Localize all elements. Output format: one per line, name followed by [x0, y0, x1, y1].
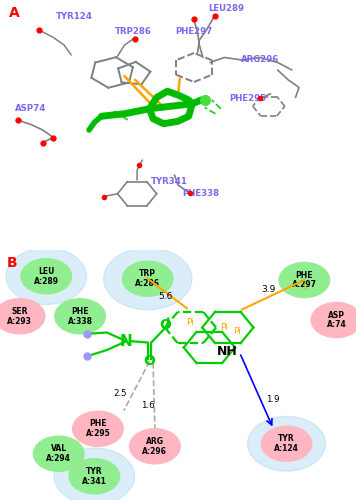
Text: TYR
A:341: TYR A:341: [82, 467, 107, 485]
Text: VAL
A:294: VAL A:294: [46, 444, 71, 463]
Circle shape: [33, 436, 85, 472]
Text: PHE
A:297: PHE A:297: [292, 270, 317, 289]
Text: 1.9: 1.9: [266, 396, 279, 404]
Text: SER
A:293: SER A:293: [7, 307, 32, 326]
Text: Pi: Pi: [187, 318, 194, 327]
Text: PHE
A:295: PHE A:295: [85, 420, 110, 438]
Text: B: B: [7, 256, 18, 270]
Text: TYR124: TYR124: [56, 12, 93, 20]
Text: PHE338: PHE338: [183, 189, 220, 198]
Text: NH: NH: [217, 345, 237, 358]
Text: LEU
A:289: LEU A:289: [34, 267, 59, 285]
Text: TYR341: TYR341: [151, 177, 188, 186]
Text: ARG
A:296: ARG A:296: [142, 437, 167, 456]
Text: O: O: [143, 354, 156, 368]
Text: PHE297: PHE297: [176, 26, 213, 36]
Text: s: s: [303, 282, 307, 291]
Circle shape: [54, 448, 135, 500]
Text: Pi: Pi: [233, 327, 241, 336]
Text: 3.9: 3.9: [262, 286, 276, 294]
Circle shape: [6, 248, 87, 304]
Circle shape: [248, 416, 325, 471]
Text: PHE
A:338: PHE A:338: [68, 307, 93, 326]
Text: PHE295: PHE295: [229, 94, 266, 104]
Text: TRP
A:286: TRP A:286: [135, 270, 160, 288]
Text: TRP286: TRP286: [115, 26, 152, 36]
Circle shape: [104, 248, 192, 310]
Text: ASP
A:74: ASP A:74: [326, 310, 346, 330]
Circle shape: [129, 428, 181, 465]
Text: Pi: Pi: [220, 323, 228, 332]
Circle shape: [68, 458, 120, 494]
Circle shape: [20, 258, 72, 294]
Text: 1.6: 1.6: [141, 400, 155, 409]
Circle shape: [261, 426, 313, 462]
Text: LEU289: LEU289: [208, 4, 244, 13]
Circle shape: [54, 298, 106, 335]
Circle shape: [278, 262, 330, 298]
Circle shape: [122, 260, 174, 297]
Text: ASP74: ASP74: [15, 104, 46, 114]
Text: ARG296: ARG296: [241, 56, 279, 64]
Text: N: N: [120, 334, 133, 349]
Circle shape: [72, 410, 124, 447]
Text: TYR
A:124: TYR A:124: [274, 434, 299, 453]
Text: O: O: [159, 318, 172, 332]
Circle shape: [310, 302, 356, 338]
Circle shape: [0, 298, 46, 335]
Text: A: A: [9, 6, 20, 20]
Text: 2.5: 2.5: [114, 389, 127, 398]
Text: 5.6: 5.6: [158, 292, 173, 300]
